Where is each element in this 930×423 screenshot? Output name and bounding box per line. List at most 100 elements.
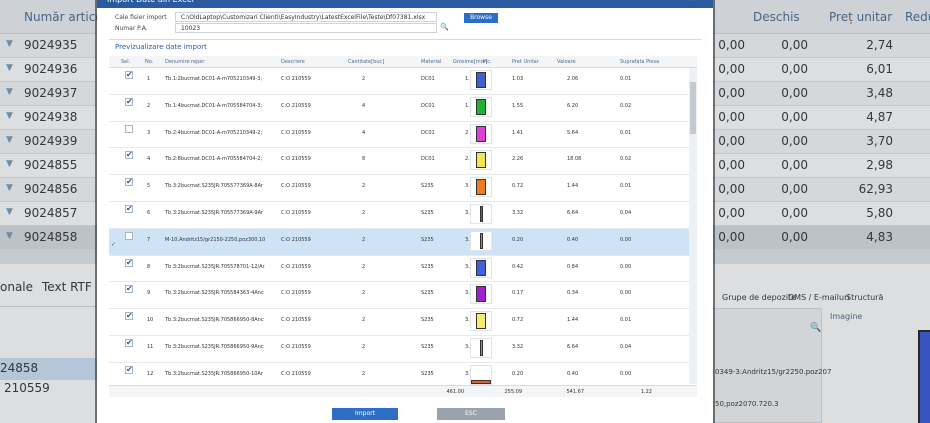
row-expander[interactable]: ▼: [6, 87, 13, 97]
row-expander[interactable]: ▼: [6, 63, 13, 73]
total: 461.00: [446, 389, 465, 395]
left-tab[interactable]: Text RTF: [42, 280, 92, 294]
total: 1.22: [640, 389, 652, 395]
cell: 6: [147, 210, 151, 216]
checkbox[interactable]: ✔: [125, 96, 133, 106]
separator: [109, 39, 701, 40]
right-text: 0349-3:Andritz15/gr2250.poz207: [715, 368, 832, 376]
right-cell: 3,48: [866, 86, 893, 100]
left-panel-line: [0, 306, 110, 307]
right-row: [712, 178, 930, 202]
table-row[interactable]: [109, 309, 689, 336]
right-cell: 0,00: [718, 38, 745, 52]
cell: 0.84: [567, 263, 579, 270]
column-header: Cantitate[buc]: [348, 59, 385, 65]
cell: C:O 210559: [281, 76, 311, 82]
checkbox[interactable]: ✔: [125, 364, 133, 374]
article-number: 9024939: [24, 134, 78, 148]
right-row: [712, 82, 930, 106]
checkbox[interactable]: ✔: [125, 70, 133, 79]
pa-search[interactable]: 🔍: [440, 23, 449, 31]
cell: Tb.3:2bucmat.S235JR:705866950-10Ar: [165, 370, 263, 377]
column-header: Pret Unitar: [512, 59, 539, 65]
checkbox[interactable]: ✔: [125, 311, 133, 321]
row-expander[interactable]: ▼: [6, 207, 13, 217]
table-row[interactable]: [109, 202, 689, 229]
right-cell: 0,00: [781, 38, 808, 52]
cell: 1.44: [567, 183, 579, 190]
scrollbar[interactable]: [689, 68, 697, 384]
table-row[interactable]: [109, 121, 689, 149]
checkbox[interactable]: ✔: [125, 257, 133, 267]
part-thumbnail: [476, 179, 486, 196]
checkbox[interactable]: ✔: [125, 204, 133, 213]
checkbox[interactable]: [125, 124, 133, 133]
pa-label: Numar P.A.: [115, 25, 148, 32]
checkbox[interactable]: ✔: [125, 338, 133, 347]
left-row: [0, 106, 110, 130]
cell: 6.64: [567, 210, 579, 216]
cell: 1.55: [512, 102, 524, 109]
table-row[interactable]: [109, 255, 689, 283]
cell: DC01: [421, 156, 435, 163]
right-header-bg: [712, 0, 930, 34]
row-expander[interactable]: ▼: [6, 111, 13, 121]
import-button[interactable]: Import: [332, 408, 398, 420]
right-cell: 0,00: [781, 158, 808, 172]
close-button[interactable]: ✕: [689, 0, 697, 4]
checkbox[interactable]: [125, 231, 133, 240]
right-panel: [712, 308, 822, 423]
table-row[interactable]: [109, 94, 689, 122]
search-icon: 🔍: [810, 323, 822, 333]
cell: 2: [362, 183, 366, 190]
cell: S235: [421, 370, 434, 377]
left-row: [0, 202, 110, 226]
left-row: [0, 154, 110, 178]
cell: 6.20: [567, 102, 579, 109]
row-expander[interactable]: ▼: [6, 39, 13, 49]
row-expander[interactable]: ▼: [6, 231, 13, 241]
left-row: [0, 58, 110, 82]
cell: 0.01: [620, 183, 632, 190]
checkbox[interactable]: ✔: [125, 177, 133, 187]
checkbox[interactable]: ✔: [125, 150, 133, 160]
row-expander[interactable]: ▼: [6, 135, 13, 145]
article-number: 9024855: [24, 158, 78, 172]
pa-input[interactable]: [175, 23, 437, 33]
browse-button[interactable]: Browse: [464, 13, 498, 23]
table-row[interactable]: [109, 68, 689, 95]
cell: 12: [147, 370, 154, 377]
table-row[interactable]: [109, 282, 689, 310]
cell: Tb.3:2bucmat.S235JR:705866950-8Anc: [165, 317, 264, 324]
row-expander[interactable]: ▼: [6, 183, 13, 193]
right-tab[interactable]: Structură: [846, 293, 884, 302]
right-cell: 62,93: [858, 182, 893, 196]
article-number: 9024858: [24, 230, 78, 244]
table-row[interactable]: [109, 175, 689, 202]
right-cell: 6,01: [866, 62, 893, 76]
cell: 0.00: [620, 236, 632, 243]
cancel-button[interactable]: ESC: [437, 408, 505, 420]
checkbox[interactable]: ✔: [125, 284, 133, 294]
right-tab[interactable]: Grupe de depozite: [722, 293, 797, 302]
table-row[interactable]: [109, 148, 689, 176]
cell: C:O 210559: [281, 370, 311, 377]
article-number: 9024936: [24, 62, 78, 76]
row-expander[interactable]: ▼: [6, 159, 13, 169]
right-cell: 0,00: [718, 182, 745, 196]
scroll-thumb[interactable]: [690, 82, 696, 134]
column-header: Pic.: [483, 59, 492, 65]
cell: C:O 210559: [281, 263, 311, 270]
file-input[interactable]: [175, 12, 437, 22]
table-row[interactable]: [109, 228, 689, 256]
table-row[interactable]: [109, 336, 689, 363]
part-thumbnail: [471, 379, 491, 384]
cell: 2: [362, 236, 366, 243]
splitter: [712, 250, 930, 264]
left-tab[interactable]: onale: [0, 280, 34, 294]
part-thumbnail: [479, 206, 483, 222]
right-row: [712, 130, 930, 154]
column-header: Denumire reper: [165, 59, 205, 65]
right-tab[interactable]: DMS / E-mailuri: [788, 293, 850, 302]
